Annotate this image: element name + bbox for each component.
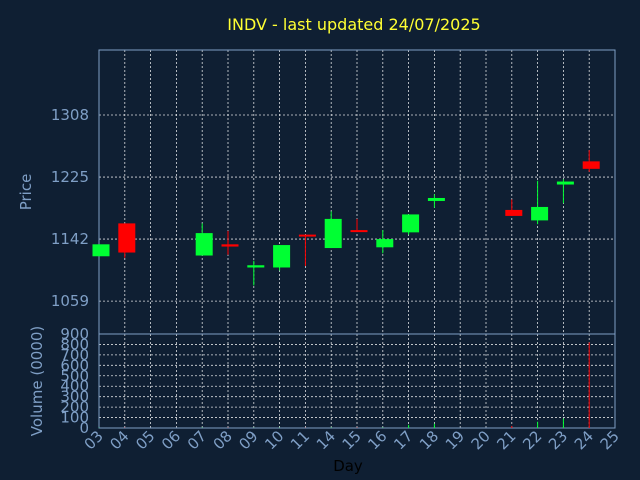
volume-y-tick-label: 200	[60, 398, 89, 416]
x-tick-label: 17	[390, 427, 416, 453]
volume-y-tick-label: 0	[79, 419, 89, 437]
candle-body	[556, 181, 574, 185]
price-y-tick-label: 1142	[51, 230, 89, 248]
x-tick-label: 25	[597, 427, 623, 453]
price-y-tick-label: 1225	[51, 168, 89, 186]
x-tick-label: 08	[210, 427, 236, 453]
candle-body	[118, 223, 136, 253]
x-tick-label: 24	[571, 427, 597, 453]
candle-body	[92, 244, 110, 257]
x-axis-label: Day	[333, 457, 363, 475]
volume-y-tick-label: 600	[60, 356, 89, 374]
volume-bar-series	[98, 342, 590, 428]
price-y-tick-label: 1059	[51, 292, 89, 310]
volume-axis-label: Volume (0000)	[28, 326, 46, 436]
candle-body	[531, 206, 549, 221]
volume-y-tick-label: 700	[60, 346, 89, 364]
candle-body	[582, 161, 600, 169]
x-tick-label: 22	[519, 427, 545, 453]
candle-body	[298, 234, 316, 237]
candle-body	[427, 197, 445, 201]
chart-title: INDV - last updated 24/07/2025	[227, 15, 480, 34]
candle-body	[376, 239, 394, 248]
candle-body	[247, 265, 265, 268]
candle-body	[402, 214, 420, 233]
x-tick-label: 23	[545, 427, 571, 453]
volume-y-tick-label: 300	[60, 388, 89, 406]
candle-body	[273, 245, 291, 268]
x-tick-label: 07	[184, 427, 210, 453]
volume-y-tick-label: 900	[60, 325, 89, 343]
x-tick-label: 11	[287, 427, 313, 453]
price-axis-label: Price	[17, 174, 35, 211]
x-axis-ticks: 03 04 05 06 07 08 09 10 11 14 15 16 17 18 19 20 21 22 23 24…	[81, 427, 623, 453]
volume-y-tick-label: 800	[60, 335, 89, 353]
x-tick-label: 16	[364, 427, 390, 453]
volume-plot-frame	[98, 333, 616, 429]
x-tick-label: 19	[442, 427, 468, 453]
x-tick-label: 06	[158, 427, 184, 453]
x-tick-label: 14	[313, 427, 339, 453]
x-tick-label: 04	[106, 427, 132, 453]
x-tick-label: 15	[339, 427, 365, 453]
price-grid	[99, 50, 615, 334]
volume-grid	[99, 334, 615, 428]
candle-body	[505, 209, 523, 216]
x-tick-label: 20	[468, 427, 494, 453]
x-tick-label: 18	[416, 427, 442, 453]
candle-body	[221, 244, 239, 247]
x-tick-label: 09	[235, 427, 261, 453]
candle-body	[324, 218, 342, 249]
candlestick-series	[92, 150, 600, 286]
x-tick-label: 21	[493, 427, 519, 453]
x-tick-label: 10	[261, 427, 287, 453]
volume-y-tick-label: 400	[60, 377, 89, 395]
price-y-tick-label: 1308	[51, 106, 89, 124]
volume-y-tick-label: 500	[60, 367, 89, 385]
x-tick-label: 05	[132, 427, 158, 453]
candle-body	[195, 233, 213, 256]
price-y-ticks: 1059 1142 1225 1308	[51, 106, 89, 310]
candle-body	[350, 230, 368, 233]
volume-y-tick-label: 100	[60, 409, 89, 427]
